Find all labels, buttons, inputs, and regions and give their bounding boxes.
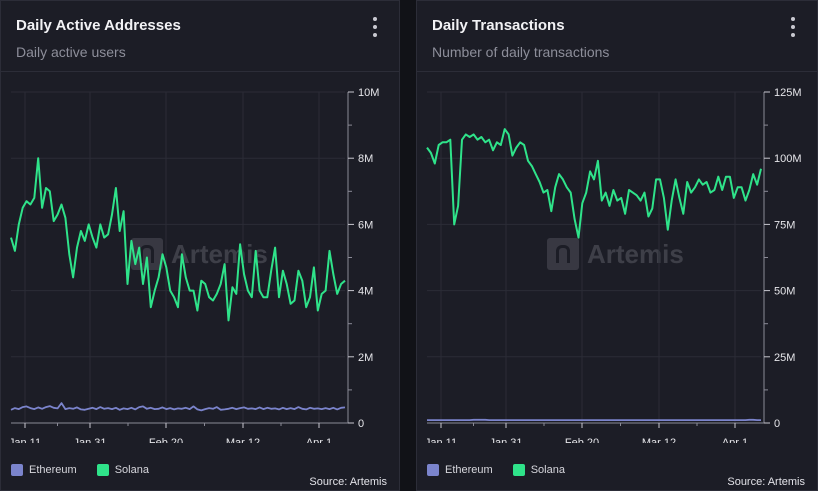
x-tick-label: Jan 11 bbox=[425, 437, 457, 443]
legend-item-ethereum[interactable]: Ethereum bbox=[427, 464, 493, 476]
y-tick-label: 125M bbox=[774, 87, 802, 99]
x-tick-label: Jan 31 bbox=[73, 437, 106, 443]
legend-label: Solana bbox=[114, 464, 149, 476]
y-tick-label: 8M bbox=[358, 153, 373, 165]
chart-title: Daily Active Addresses bbox=[16, 17, 181, 34]
x-tick-label: Mar 12 bbox=[642, 437, 676, 443]
series-line-ethereum bbox=[10, 402, 346, 412]
more-options-icon[interactable] bbox=[369, 17, 381, 37]
x-tick-label: Jan 11 bbox=[9, 437, 41, 443]
x-tick-label: Apr 1 bbox=[722, 437, 748, 443]
source-label: Source: Artemis bbox=[727, 476, 805, 488]
chart-legend: Ethereum Solana bbox=[427, 464, 585, 476]
legend-swatch-solana bbox=[96, 464, 109, 476]
daily-transactions-chart: 0 25M 50M 75M 100M 125M Jan 11 Jan 31 Feb 20 Mar … bbox=[425, 87, 802, 443]
y-tick-label: 0 bbox=[358, 418, 364, 430]
x-tick-label: Feb 20 bbox=[565, 437, 599, 443]
panel-header: Daily Transactions Number of daily trans… bbox=[417, 1, 817, 72]
y-tick-label: 100M bbox=[774, 153, 802, 165]
chart-title: Daily Transactions bbox=[432, 17, 565, 34]
y-tick-label: 10M bbox=[358, 87, 379, 99]
x-tick-label: Feb 20 bbox=[149, 437, 183, 443]
y-tick-label: 0 bbox=[774, 418, 780, 430]
panel-header: Daily Active Addresses Daily active user… bbox=[1, 1, 399, 72]
more-options-icon[interactable] bbox=[787, 17, 799, 37]
daily-active-addresses-chart: 0 2M 4M 6M 8M 10M Jan 11 Jan 31 Feb 20 Mar 12 Apr … bbox=[9, 87, 380, 443]
daily-active-addresses-panel: Daily Active Addresses Daily active user… bbox=[0, 0, 400, 491]
legend-swatch-ethereum bbox=[11, 464, 23, 476]
series-line-solana bbox=[426, 128, 762, 239]
series-line-solana bbox=[10, 157, 346, 322]
y-tick-label: 25M bbox=[774, 352, 795, 364]
legend-swatch-solana bbox=[512, 464, 525, 476]
legend-item-solana[interactable]: Solana bbox=[96, 464, 149, 476]
chart-legend: Ethereum Solana bbox=[11, 464, 169, 476]
y-tick-label: 2M bbox=[358, 352, 373, 364]
y-tick-label: 75M bbox=[774, 219, 795, 231]
y-tick-label: 6M bbox=[358, 219, 373, 231]
chart-subtitle: Daily active users bbox=[16, 44, 126, 60]
x-tick-label: Jan 31 bbox=[489, 437, 522, 443]
y-tick-label: 50M bbox=[774, 286, 795, 298]
legend-label: Ethereum bbox=[445, 464, 493, 476]
x-tick-label: Mar 12 bbox=[226, 437, 260, 443]
chart-subtitle: Number of daily transactions bbox=[432, 44, 610, 60]
legend-item-solana[interactable]: Solana bbox=[512, 464, 565, 476]
legend-item-ethereum[interactable]: Ethereum bbox=[11, 464, 77, 476]
legend-label: Ethereum bbox=[29, 464, 77, 476]
daily-transactions-panel: Daily Transactions Number of daily trans… bbox=[416, 0, 818, 491]
x-tick-label: Apr 1 bbox=[306, 437, 332, 443]
legend-label: Solana bbox=[530, 464, 565, 476]
y-tick-label: 4M bbox=[358, 286, 373, 298]
source-label: Source: Artemis bbox=[309, 476, 387, 488]
legend-swatch-ethereum bbox=[427, 464, 439, 476]
